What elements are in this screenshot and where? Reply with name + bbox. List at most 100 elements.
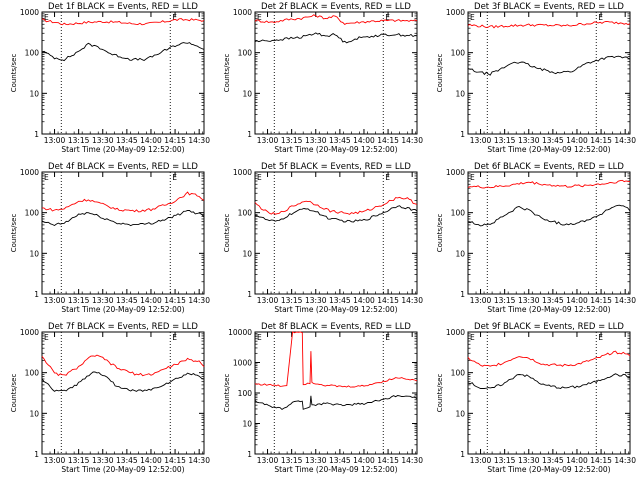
y-tick-label: 1000 <box>20 8 39 17</box>
y-tick-label: 10 <box>455 409 465 418</box>
y-tick-label: 10000 <box>228 328 252 337</box>
lld-series-line <box>467 179 631 189</box>
x-tick-label: 14:30 <box>614 456 636 465</box>
y-tick-label: 1 <box>460 450 465 459</box>
x-tick-label: 14:15 <box>164 296 186 305</box>
x-axis-label: Start Time (20-May-09 12:52:00) <box>487 145 610 154</box>
x-tick-label: 13:15 <box>68 456 90 465</box>
event-marker: E <box>44 13 49 22</box>
y-tick-label: 1 <box>247 450 252 459</box>
chart-panel-4: Det 4f BLACK = Events, RED = LLD 1 10 100 10… <box>10 162 210 314</box>
y-tick-label: 10 <box>242 420 252 429</box>
events-series-line <box>254 205 418 223</box>
chart-title: Det 8f BLACK = Events, RED = LLD <box>261 322 411 332</box>
x-tick-label: 13:15 <box>281 136 303 145</box>
x-tick-label: 13:00 <box>470 456 492 465</box>
event-marker: E <box>172 173 177 182</box>
x-tick-label: 13:45 <box>116 296 138 305</box>
x-tick-label: 13:30 <box>518 296 540 305</box>
x-axis-label: Start Time (20-May-09 12:52:00) <box>487 305 610 314</box>
x-tick-label: 13:15 <box>68 136 90 145</box>
y-tick-label: 1000 <box>20 328 39 337</box>
x-tick-label: 14:30 <box>188 456 210 465</box>
event-marker: E <box>257 173 262 182</box>
event-marker: E <box>172 13 177 22</box>
x-tick-label: 13:00 <box>257 136 279 145</box>
events-series-line <box>254 32 418 44</box>
chart-title: Det 3f BLACK = Events, RED = LLD <box>474 2 624 12</box>
x-tick-label: 14:00 <box>566 296 588 305</box>
event-marker: E <box>172 333 177 342</box>
x-tick-label: 13:45 <box>329 296 351 305</box>
y-tick-label: 1000 <box>233 168 252 177</box>
plot-frame <box>467 331 631 455</box>
x-tick-label: 14:30 <box>401 136 423 145</box>
x-axis-label: Start Time (20-May-09 12:52:00) <box>274 305 397 314</box>
chart-panel-3: Det 3f BLACK = Events, RED = LLD 1 10 100 10… <box>436 2 636 154</box>
lld-series-line <box>254 196 418 215</box>
y-tick-label: 100 <box>25 49 40 58</box>
x-tick-label: 14:15 <box>377 456 399 465</box>
chart-title: Det 9f BLACK = Events, RED = LLD <box>474 322 624 332</box>
chart-title: Det 6f BLACK = Events, RED = LLD <box>474 162 624 172</box>
y-tick-label: 1 <box>34 290 39 299</box>
x-axis-label: Start Time (20-May-09 12:52:00) <box>274 145 397 154</box>
x-tick-label: 14:15 <box>164 136 186 145</box>
plot-frame <box>254 331 418 455</box>
chart-title: Det 5f BLACK = Events, RED = LLD <box>261 162 411 172</box>
chart-title: Det 4f BLACK = Events, RED = LLD <box>48 162 198 172</box>
x-tick-label: 13:00 <box>257 296 279 305</box>
chart-title: Det 2f BLACK = Events, RED = LLD <box>261 2 411 12</box>
x-tick-label: 14:30 <box>401 456 423 465</box>
y-axis-label: Counts/sec <box>436 214 444 253</box>
x-tick-label: 14:30 <box>401 296 423 305</box>
y-tick-label: 100 <box>451 49 466 58</box>
y-tick-label: 10 <box>455 89 465 98</box>
y-tick-label: 10 <box>29 89 39 98</box>
y-tick-label: 100 <box>451 209 466 218</box>
events-series-line <box>467 55 631 76</box>
y-tick-label: 1 <box>247 130 252 139</box>
chart-title: Det 1f BLACK = Events, RED = LLD <box>48 2 198 12</box>
y-axis-label: Counts/sec <box>10 374 18 413</box>
lld-series-line <box>467 21 631 29</box>
x-tick-label: 13:30 <box>518 456 540 465</box>
chart-panel-9: Det 9f BLACK = Events, RED = LLD 1 10 100 10… <box>436 322 636 474</box>
event-marker: E <box>385 13 390 22</box>
x-tick-label: 13:15 <box>281 456 303 465</box>
events-series-line <box>254 395 418 410</box>
x-tick-label: 13:45 <box>329 456 351 465</box>
x-tick-label: 14:00 <box>353 136 375 145</box>
event-marker: E <box>44 173 49 182</box>
x-tick-label: 13:45 <box>542 136 564 145</box>
x-tick-label: 13:45 <box>542 296 564 305</box>
event-marker: E <box>598 13 603 22</box>
x-tick-label: 14:00 <box>140 296 162 305</box>
x-tick-label: 14:15 <box>164 456 186 465</box>
y-tick-label: 1 <box>34 450 39 459</box>
x-tick-label: 13:30 <box>305 136 327 145</box>
y-axis-label: Counts/sec <box>223 214 231 253</box>
x-tick-label: 14:15 <box>590 456 612 465</box>
chart-panel-2: Det 2f BLACK = Events, RED = LLD 1 10 100 10… <box>223 2 423 154</box>
x-tick-label: 14:00 <box>566 136 588 145</box>
x-tick-label: 13:00 <box>257 456 279 465</box>
y-axis-label: Counts/sec <box>10 214 18 253</box>
plot-frame <box>254 11 418 135</box>
y-tick-label: 100 <box>25 369 40 378</box>
x-tick-label: 14:00 <box>353 456 375 465</box>
x-tick-label: 14:30 <box>614 136 636 145</box>
y-axis-label: Counts/sec <box>223 374 231 413</box>
events-series-line <box>467 373 631 390</box>
plot-frame <box>467 11 631 135</box>
y-tick-label: 1000 <box>446 168 465 177</box>
y-tick-label: 1 <box>460 290 465 299</box>
x-tick-label: 14:00 <box>566 456 588 465</box>
x-axis-label: Start Time (20-May-09 12:52:00) <box>61 465 184 474</box>
chart-panel-1: Det 1f BLACK = Events, RED = LLD 1 10 100 10… <box>10 2 210 154</box>
y-tick-label: 100 <box>238 389 253 398</box>
chart-panel-8: Det 8f BLACK = Events, RED = LLD 1 10 100 10… <box>223 322 423 474</box>
lld-series-line <box>41 18 205 26</box>
x-tick-label: 14:30 <box>188 296 210 305</box>
